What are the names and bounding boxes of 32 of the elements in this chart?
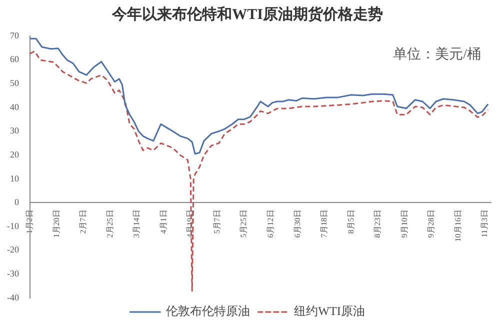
x-tick-label: 1月20日 (52, 210, 61, 238)
x-tick-label: 6月12日 (266, 210, 275, 238)
legend-label: 纽约WTI原油 (294, 304, 365, 318)
y-tick-label: 50 (10, 78, 20, 88)
y-tick-label: -40 (6, 292, 20, 302)
y-tick-label: 10 (10, 173, 20, 184)
y-tick-label: -30 (6, 268, 20, 279)
x-tick-label: 5月7日 (212, 210, 222, 234)
x-tick-label: 5月25日 (239, 210, 248, 238)
x-tick-label: 9月10日 (400, 210, 409, 238)
x-tick-label: 8月23日 (373, 210, 382, 238)
x-tick-label: 3月14日 (132, 210, 142, 238)
chart-title: 今年以来布伦特和WTI原油期货价格走势 (111, 6, 383, 23)
annotation: 单位：美元/桶 (393, 46, 481, 63)
x-tick-label: 11月3日 (480, 210, 490, 238)
y-tick-label: 30 (10, 126, 20, 136)
x-tick-label: 2月25日 (105, 210, 114, 238)
x-tick-label: 7月18日 (320, 210, 329, 238)
y-tick-label: 40 (10, 102, 20, 112)
y-tick-label: 20 (10, 149, 20, 160)
x-tick-label: 8月5日 (346, 210, 356, 234)
x-tick-label: 4月1日 (158, 210, 168, 234)
x-tick-label: 10月16日 (453, 210, 462, 242)
x-tick-label: 9月28日 (426, 210, 436, 238)
y-tick-label: 60 (10, 54, 20, 64)
y-tick-label: 70 (10, 30, 20, 40)
x-tick-label: 6月30日 (292, 210, 302, 238)
legend-label: 伦敦布伦特原油 (166, 304, 250, 318)
x-tick-label: 2月7日 (78, 210, 88, 234)
y-tick-label: -20 (6, 244, 20, 255)
y-tick-label: 0 (14, 197, 20, 208)
y-tick-label: -10 (6, 220, 20, 231)
